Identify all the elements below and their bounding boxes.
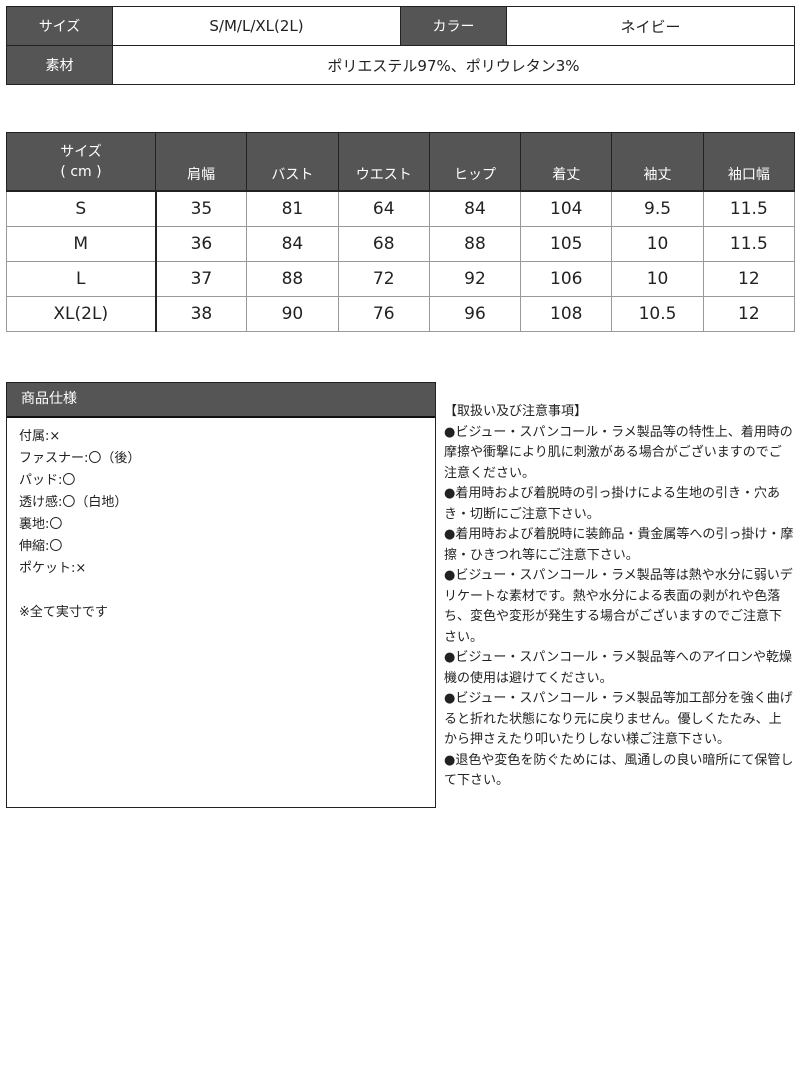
size-row: XL(2L) 38 90 76 96 108 10.5 12 bbox=[6, 296, 796, 332]
size-cell: 35 bbox=[154, 190, 248, 227]
care-notes: 【取扱い及び注意事項】 ●ビジュー・スパンコール・ラメ製品等の特性上、着用時の摩… bbox=[444, 402, 794, 792]
spec-item: 裏地:〇 bbox=[19, 517, 63, 532]
size-row-label: L bbox=[6, 261, 157, 297]
size-cell: 108 bbox=[520, 296, 613, 332]
size-cell: 38 bbox=[154, 296, 248, 332]
spec-item: 付属:× bbox=[19, 429, 61, 444]
size-cell: 11.5 bbox=[702, 226, 796, 262]
spec-panel: 商品仕様 付属:× ファスナー:〇（後） パッド:〇透け感:〇（白地） 裏地:〇伸縮:… bbox=[6, 382, 436, 808]
size-cell: 81 bbox=[246, 190, 339, 227]
size-cell: 72 bbox=[337, 261, 430, 297]
care-note-item: ●退色や変色を防ぐためには、風通しの良い暗所にて保管して下さい。 bbox=[444, 752, 794, 789]
size-cell: 84 bbox=[428, 190, 522, 227]
size-cell: 37 bbox=[154, 261, 248, 297]
product-info-table: サイズ S/M/L/XL(2L) カラー ネイビー 素材 ポリエステル97%、ポ… bbox=[6, 6, 795, 85]
size-corner-title: サイズ bbox=[60, 143, 102, 160]
size-cell: 104 bbox=[520, 190, 613, 227]
care-note-item: ●ビジュー・スパンコール・ラメ製品等へのアイロンや乾燥機の使用は避けてください。 bbox=[444, 650, 793, 686]
size-cell: 105 bbox=[520, 226, 613, 262]
size-cell: 96 bbox=[428, 296, 522, 332]
care-notes-title: 【取扱い及び注意事項】 bbox=[444, 404, 588, 419]
size-column-header: ヒップ bbox=[428, 132, 522, 192]
care-note-item: ●着用時および着脱時の引っ掛けによる生地の引き・穴あき・切断にご注意下さい。 bbox=[444, 486, 780, 522]
size-value: S/M/L/XL(2L) bbox=[112, 6, 401, 46]
material-value: ポリエステル97%、ポリウレタン3% bbox=[112, 45, 795, 85]
size-cell: 68 bbox=[337, 226, 430, 262]
care-note-item: ●着用時および着脱時に装飾品・貴金属等への引っ掛け・摩擦・ひきつれ等にご注意下さ… bbox=[444, 527, 794, 563]
material-label: 素材 bbox=[6, 45, 113, 85]
size-corner-unit: ( cm ) bbox=[60, 163, 102, 180]
size-chart-table: サイズ( cm ) 肩幅 バスト ウエスト ヒップ 着丈 袖丈 袖口幅 S 35 81 64 84 1… bbox=[6, 132, 796, 332]
size-cell: 9.5 bbox=[611, 190, 704, 227]
size-cell: 11.5 bbox=[702, 190, 796, 227]
size-label: サイズ bbox=[6, 6, 113, 46]
size-row-label: XL(2L) bbox=[6, 296, 157, 332]
spec-item: 伸縮:〇 bbox=[19, 539, 63, 554]
size-column-header: 袖丈 bbox=[611, 132, 704, 192]
size-column-header: 袖口幅 bbox=[702, 132, 796, 192]
spec-note: ※全て実寸です bbox=[19, 605, 108, 620]
size-cell: 10 bbox=[611, 261, 704, 297]
spec-item: ファスナー:〇（後） bbox=[19, 451, 141, 466]
care-note-item: ●ビジュー・スパンコール・ラメ製品等の特性上、着用時の摩擦や衝撃により肌に刺激が… bbox=[444, 424, 793, 481]
size-cell: 12 bbox=[702, 296, 796, 332]
size-column-header: バスト bbox=[246, 132, 339, 192]
color-label: カラー bbox=[400, 6, 507, 46]
size-row: L 37 88 72 92 106 10 12 bbox=[6, 261, 796, 297]
care-note-item: ●ビジュー・スパンコール・ラメ製品等加工部分を強く曲げると折れた状態になり元に戻… bbox=[444, 691, 793, 747]
color-value: ネイビー bbox=[506, 6, 795, 46]
size-column-header: 着丈 bbox=[520, 132, 613, 192]
size-cell: 10.5 bbox=[611, 296, 704, 332]
spec-item: パッド:〇 bbox=[19, 473, 76, 488]
size-cell: 90 bbox=[246, 296, 339, 332]
size-cell: 92 bbox=[428, 261, 522, 297]
care-note-item: ●ビジュー・スパンコール・ラメ製品等は熱や水分に弱いデリケートな素材です。熱や水… bbox=[444, 568, 793, 645]
size-column-header: ウエスト bbox=[337, 132, 430, 192]
size-corner-header: サイズ ( cm ) bbox=[6, 132, 156, 192]
size-cell: 76 bbox=[337, 296, 430, 332]
size-cell: 88 bbox=[246, 261, 339, 297]
size-row-label: M bbox=[6, 226, 157, 262]
size-cell: 88 bbox=[428, 226, 522, 262]
size-row: S 35 81 64 84 104 9.5 11.5 bbox=[6, 190, 796, 227]
size-cell: 10 bbox=[611, 226, 704, 262]
size-row-label: S bbox=[6, 190, 157, 227]
spec-title: 商品仕様 bbox=[7, 383, 435, 418]
size-cell: 84 bbox=[246, 226, 339, 262]
size-cell: 106 bbox=[520, 261, 613, 297]
spec-item: ポケット:× bbox=[19, 561, 87, 576]
size-cell: 36 bbox=[154, 226, 248, 262]
size-row: M 36 84 68 88 105 10 11.5 bbox=[6, 226, 796, 262]
spec-body: 付属:× ファスナー:〇（後） パッド:〇透け感:〇（白地） 裏地:〇伸縮:〇ポケット… bbox=[7, 418, 435, 632]
size-column-header: 肩幅 bbox=[154, 132, 248, 192]
spec-item: 透け感:〇（白地） bbox=[19, 495, 128, 510]
size-cell: 12 bbox=[702, 261, 796, 297]
size-cell: 64 bbox=[337, 190, 430, 227]
